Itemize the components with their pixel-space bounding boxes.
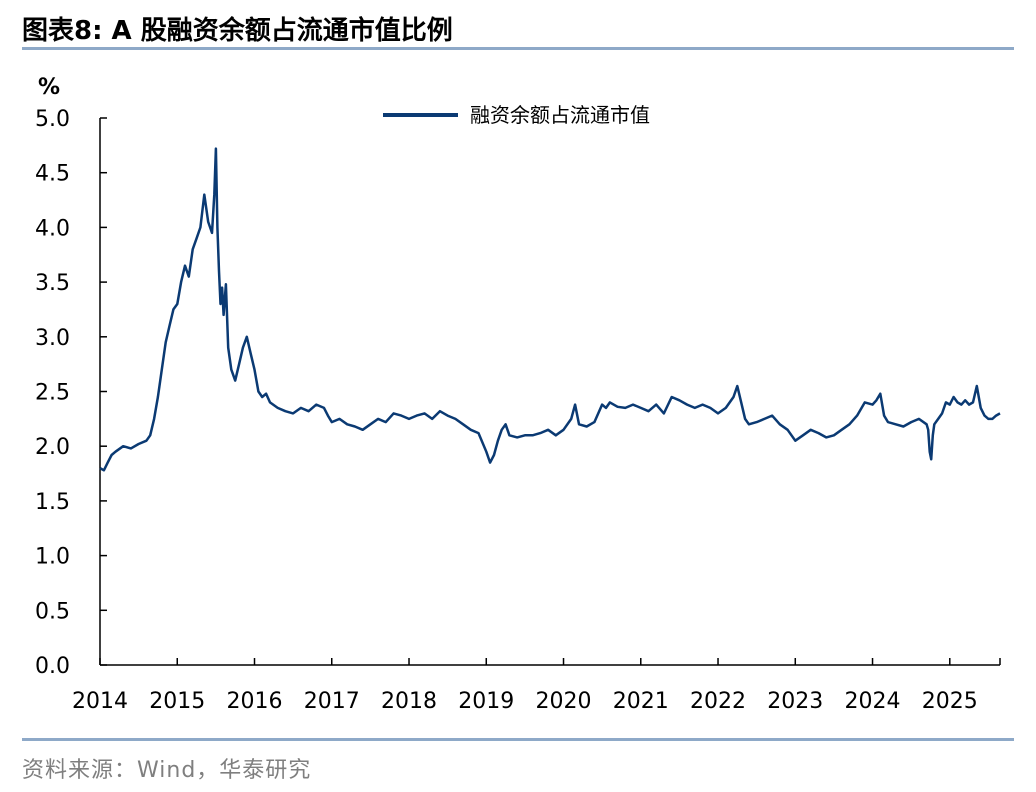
title-rule xyxy=(22,47,1014,50)
x-tick-label: 2025 xyxy=(922,689,978,714)
y-tick-label: 1.5 xyxy=(35,490,70,515)
y-tick-label: 4.0 xyxy=(35,216,70,241)
y-tick-label: 0.5 xyxy=(35,599,70,624)
y-tick-label: 4.5 xyxy=(35,162,70,187)
x-tick-label: 2015 xyxy=(149,689,205,714)
x-tick-label: 2021 xyxy=(613,689,669,714)
x-tick-label: 2017 xyxy=(304,689,360,714)
y-tick-label: 0.0 xyxy=(35,654,70,679)
x-tick-label: 2024 xyxy=(845,689,901,714)
x-tick-label: 2022 xyxy=(690,689,746,714)
x-tick-label: 2023 xyxy=(767,689,823,714)
x-tick-label: 2019 xyxy=(458,689,514,714)
y-axis: 0.0 0.5 1.0 1.5 2.0 2.5 3.0 3.5 4.0 4.5 5.0% xyxy=(35,75,107,679)
y-tick-label: 5.0 xyxy=(35,107,70,132)
figure-title: 图表8: A 股融资余额占流通市值比例 xyxy=(22,16,453,46)
x-tick-label: 2014 xyxy=(72,689,128,714)
series-layer xyxy=(99,147,1001,472)
y-unit-label: % xyxy=(38,75,60,100)
y-tick-label: 3.5 xyxy=(35,271,70,296)
source-note: 资料来源：Wind，华泰研究 xyxy=(22,758,312,783)
legend-label: 融资余额占流通市值 xyxy=(470,103,650,127)
x-tick-label: 2020 xyxy=(536,689,592,714)
legend: 融资余额占流通市值 xyxy=(383,103,650,127)
y-tick-label: 3.0 xyxy=(35,326,70,351)
y-tick-label: 2.5 xyxy=(35,381,70,406)
series-line xyxy=(99,147,1001,472)
y-tick-label: 1.0 xyxy=(35,545,70,570)
x-tick-label: 2018 xyxy=(381,689,437,714)
y-tick-label: 2.0 xyxy=(35,435,70,460)
x-axis: 2014 2015 2016 2017 2018 2019 2020 2021 2022 2023… xyxy=(72,658,1001,714)
x-tick-label: 2016 xyxy=(227,689,283,714)
footer-rule xyxy=(22,738,1014,741)
